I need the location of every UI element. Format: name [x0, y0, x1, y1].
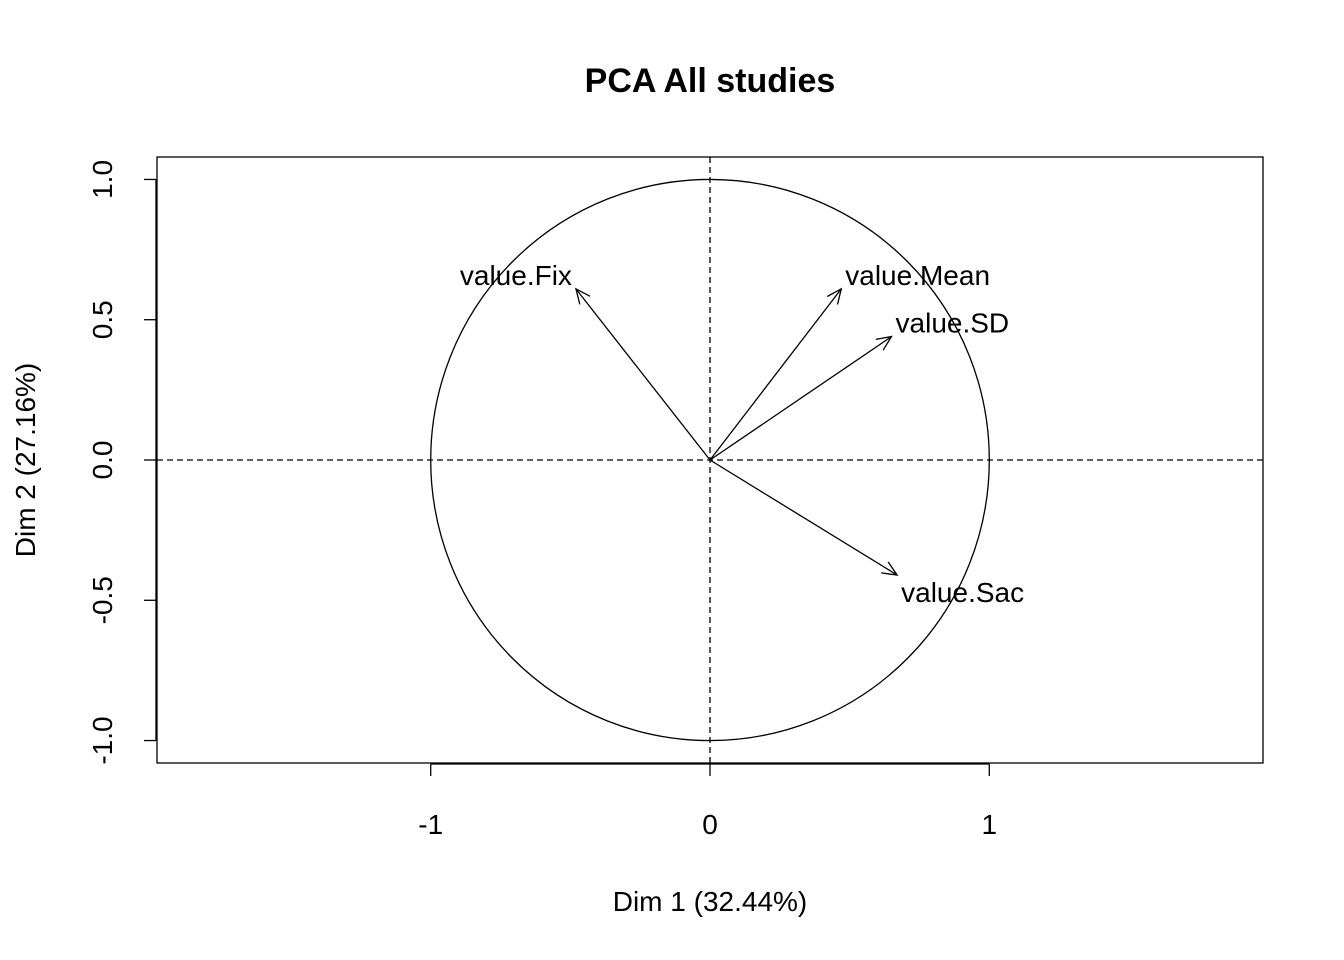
x-tick-label: -1	[418, 809, 443, 840]
arrow-value-sac	[709, 459, 898, 576]
arrow-value-sd	[709, 336, 892, 461]
variable-label: value.Mean	[845, 260, 990, 291]
y-tick-label: -1.0	[87, 716, 118, 764]
correlation-circle	[430, 178, 990, 742]
plot-area: -1 0 1 -1.0 -0.5 0.0 0.5 1.0 value.Fix value.Mean…	[87, 156, 1264, 840]
arrow-value-mean	[709, 288, 842, 461]
y-axis-label: Dim 2 (27.16%)	[10, 363, 41, 558]
y-tick-label: 1.0	[87, 160, 118, 199]
y-tick-label: 0.0	[87, 441, 118, 480]
variable-label: value.SD	[896, 308, 1010, 339]
x-tick-label: 1	[982, 809, 998, 840]
arrowhead-value-sd	[875, 335, 893, 351]
x-tick-label: 0	[702, 809, 718, 840]
variable-label: value.Fix	[460, 260, 572, 291]
arrowhead-value-sac	[881, 561, 899, 576]
x-axis-label: Dim 1 (32.44%)	[613, 886, 808, 917]
variable-label: value.Sac	[901, 577, 1024, 608]
arrowhead-value-mean	[826, 287, 843, 305]
y-tick-label: 0.5	[87, 300, 118, 339]
y-tick-label: -0.5	[87, 576, 118, 624]
chart-title: PCA All studies	[585, 62, 836, 100]
arrowhead-value-fix	[574, 287, 591, 305]
arrow-value-fix	[575, 288, 711, 461]
